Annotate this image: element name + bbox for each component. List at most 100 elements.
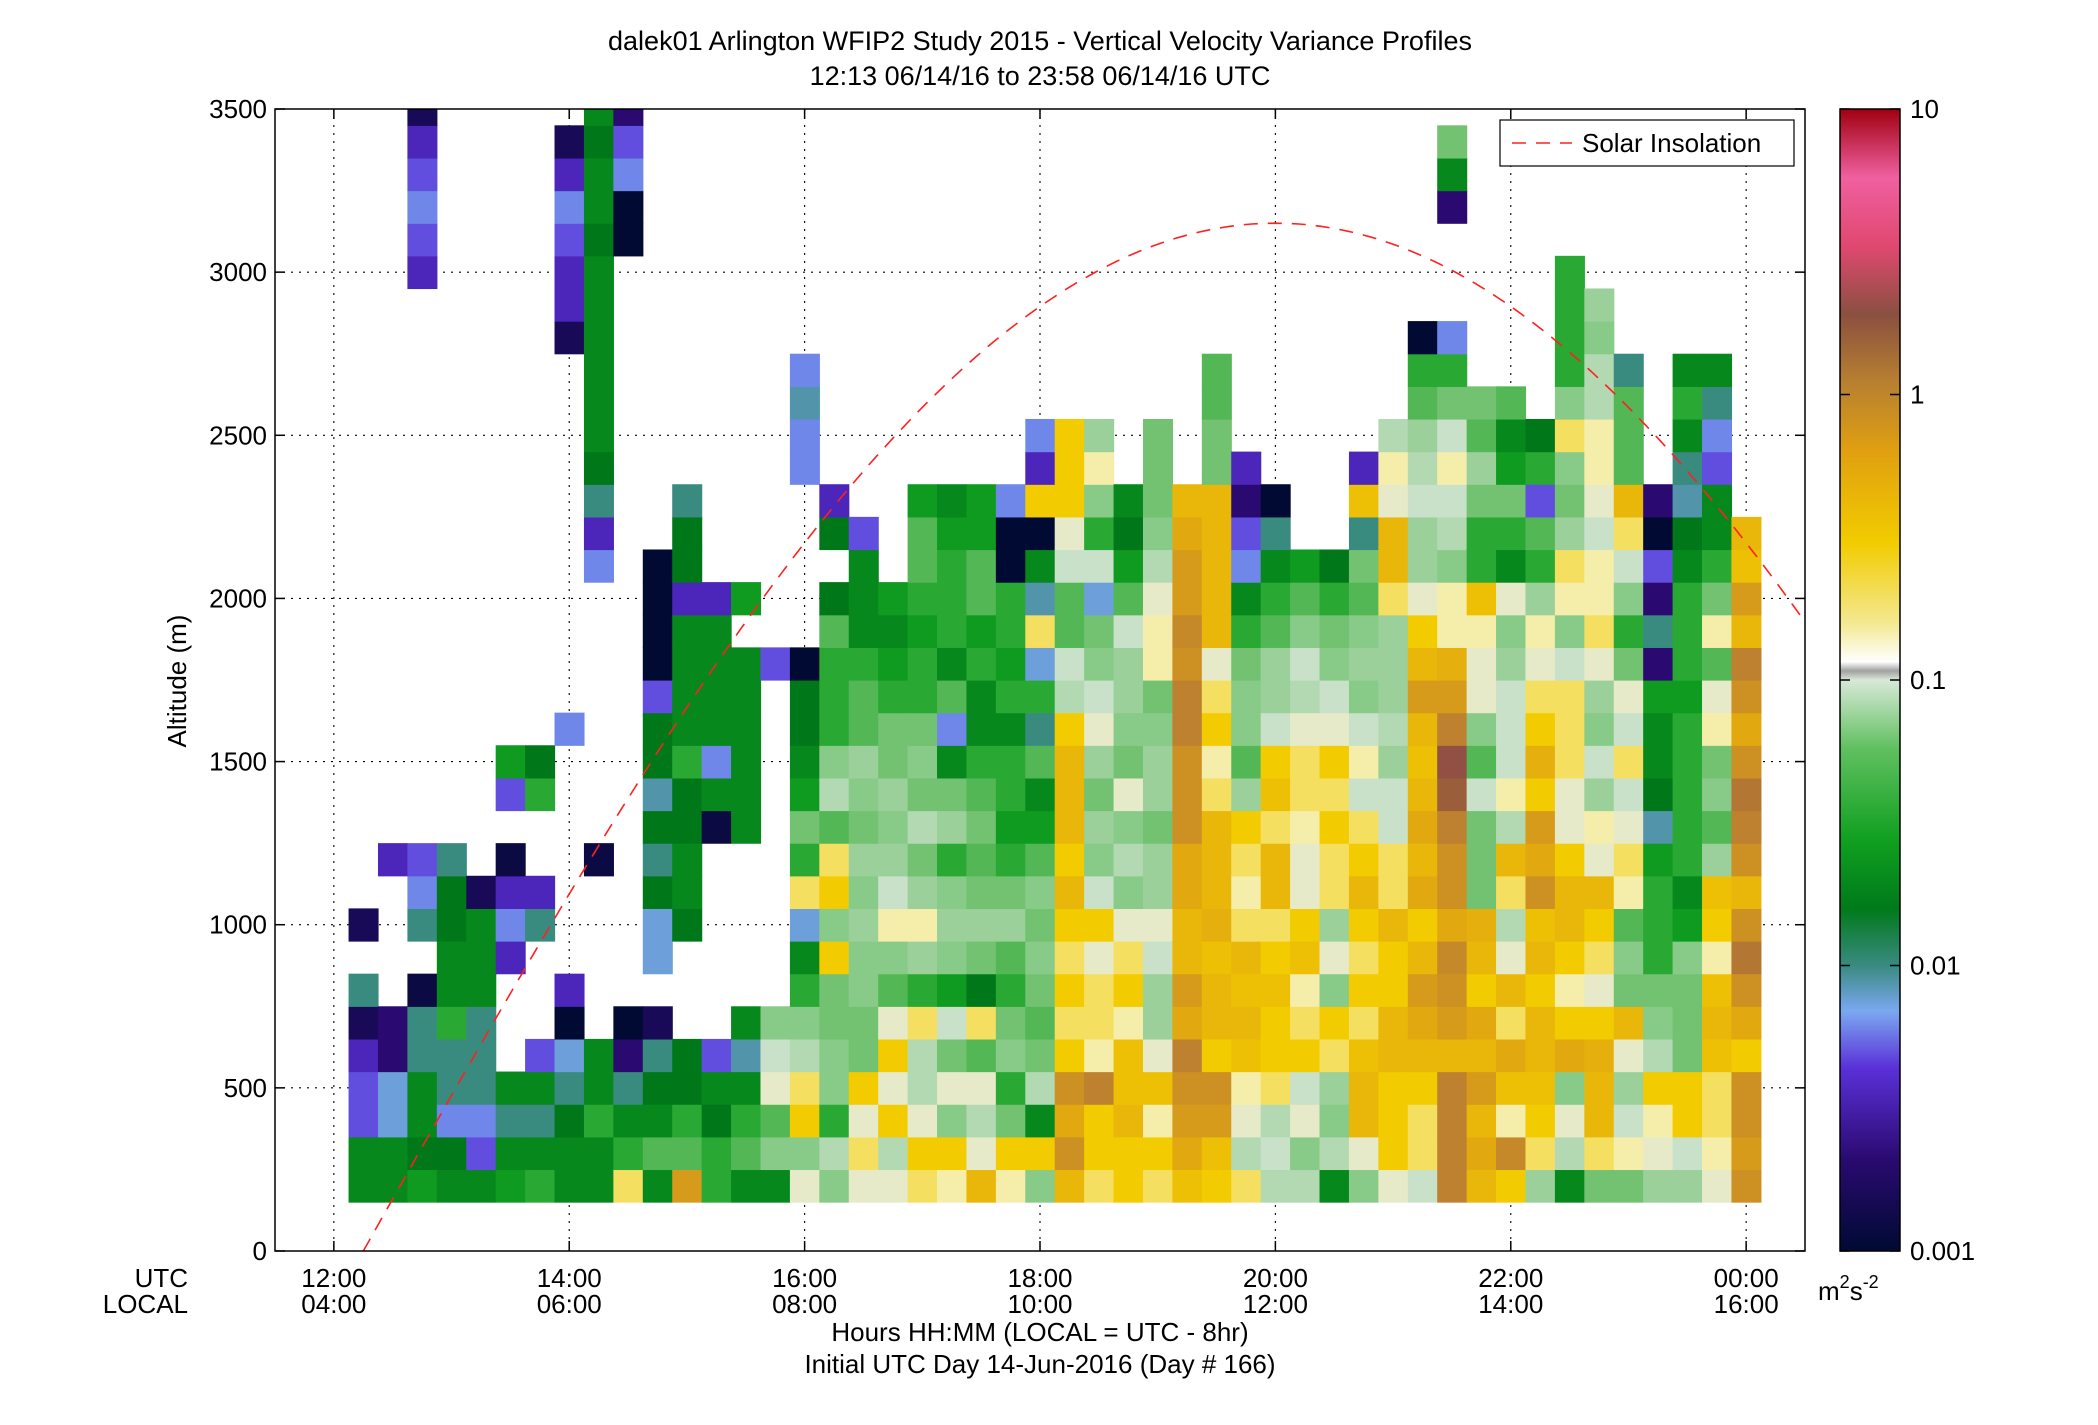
heatmap-cell	[1084, 1136, 1115, 1171]
heatmap-cell	[1613, 484, 1644, 518]
heatmap-cell	[907, 680, 938, 714]
heatmap-cell	[1496, 941, 1527, 975]
heatmap-cell	[1378, 745, 1409, 779]
heatmap-cell	[1348, 973, 1379, 1007]
heatmap-cell	[1672, 484, 1703, 518]
heatmap-cell	[848, 680, 879, 714]
heatmap-cell	[848, 1104, 879, 1138]
heatmap-cell	[1584, 810, 1615, 844]
heatmap-cell	[966, 1169, 997, 1203]
heatmap-cell	[937, 973, 968, 1007]
heatmap-cell	[672, 843, 703, 877]
heatmap-cell	[583, 549, 614, 583]
heatmap-cell	[1496, 1071, 1527, 1105]
heatmap-cell	[613, 125, 644, 159]
heatmap-cell	[642, 582, 673, 616]
heatmap-cell	[878, 843, 909, 877]
heatmap-cell	[995, 875, 1026, 909]
heatmap-cell	[1437, 157, 1468, 192]
heatmap-cell	[966, 1071, 997, 1105]
heatmap-cell	[1437, 451, 1468, 485]
colorbar-unit-exp-s: -2	[1863, 1272, 1879, 1292]
heatmap-cell	[819, 777, 850, 812]
heatmap-cell	[1496, 745, 1527, 779]
colorbar-unit: m2s-2	[1818, 1272, 1879, 1306]
heatmap-cell	[1290, 745, 1321, 779]
heatmap-cell	[1584, 288, 1615, 322]
y-axis-label: Altitude (m)	[162, 615, 192, 748]
heatmap-cell	[1054, 843, 1085, 877]
heatmap-cell	[995, 712, 1026, 746]
heatmap-cell	[1260, 908, 1291, 942]
heatmap-cell	[1054, 582, 1085, 616]
heatmap-cell	[1084, 614, 1115, 648]
heatmap-cell	[1201, 516, 1232, 551]
heatmap-cell	[583, 1038, 614, 1073]
heatmap-cell	[1172, 1169, 1203, 1203]
heatmap-cell	[907, 777, 938, 812]
heatmap-cell	[1496, 777, 1527, 812]
x-tick-label-utc: 20:00	[1243, 1263, 1308, 1293]
heatmap-cell	[466, 1169, 497, 1203]
heatmap-cell	[642, 1038, 673, 1073]
heatmap-cell	[1613, 941, 1644, 975]
heatmap-cell	[1584, 875, 1615, 909]
heatmap-cell	[1407, 386, 1438, 420]
heatmap-cell	[1672, 777, 1703, 812]
heatmap-cell	[1407, 941, 1438, 975]
heatmap-cell	[525, 1038, 556, 1073]
heatmap-cell	[1113, 582, 1144, 616]
colorbar-tick-label: 1	[1910, 380, 1924, 410]
heatmap-cell	[1466, 875, 1497, 909]
heatmap-cell	[1260, 680, 1291, 714]
heatmap-cell	[1113, 1169, 1144, 1203]
heatmap-cell	[1554, 451, 1585, 485]
heatmap-cell	[819, 680, 850, 714]
heatmap-cell	[1260, 745, 1291, 779]
heatmap-cell	[995, 745, 1026, 779]
heatmap-cell	[1025, 745, 1056, 779]
heatmap-cell	[1437, 190, 1468, 224]
heatmap-cell	[1407, 973, 1438, 1007]
heatmap-cell	[525, 1136, 556, 1171]
heatmap-cell	[1319, 777, 1350, 812]
heatmap-cell	[407, 109, 438, 126]
heatmap-cell	[1378, 1038, 1409, 1073]
heatmap-cell	[1584, 1169, 1615, 1203]
colorbar-tick-label: 0.01	[1910, 951, 1961, 981]
heatmap-cell	[1054, 908, 1085, 942]
heatmap-cell	[1084, 875, 1115, 909]
heatmap-cell	[789, 875, 820, 909]
heatmap-cell	[937, 549, 968, 583]
heatmap-cell	[907, 1006, 938, 1040]
heatmap-cell	[1084, 712, 1115, 746]
heatmap-cell	[554, 223, 585, 257]
heatmap-cell	[436, 1104, 467, 1138]
heatmap-cell	[1554, 614, 1585, 648]
heatmap-cell	[1054, 614, 1085, 648]
heatmap-cell	[907, 549, 938, 583]
heatmap-cell	[1672, 875, 1703, 909]
heatmap-cell	[1378, 451, 1409, 485]
heatmap-cell	[1731, 1006, 1762, 1040]
heatmap-cell	[1496, 1038, 1527, 1073]
heatmap-cell	[407, 190, 438, 224]
heatmap-cell	[1584, 680, 1615, 714]
heatmap-cell	[377, 1104, 409, 1138]
heatmap-cell	[407, 875, 438, 909]
heatmap-cell	[1290, 777, 1321, 812]
heatmap-cell	[1142, 1071, 1174, 1105]
heatmap-cell	[1201, 418, 1232, 453]
heatmap-cell	[436, 1169, 467, 1203]
heatmap-cell	[1290, 941, 1321, 975]
heatmap-cell	[1407, 1169, 1438, 1203]
heatmap-cell	[583, 843, 614, 877]
heatmap-cell	[554, 255, 585, 290]
heatmap-cell	[1084, 484, 1115, 518]
heatmap-cell	[1702, 549, 1733, 583]
heatmap-cell	[789, 1006, 820, 1040]
heatmap-cell	[1496, 1104, 1527, 1138]
heatmap-cell	[1437, 875, 1468, 909]
heatmap-cell	[1084, 1038, 1115, 1073]
heatmap-cell	[583, 451, 614, 485]
